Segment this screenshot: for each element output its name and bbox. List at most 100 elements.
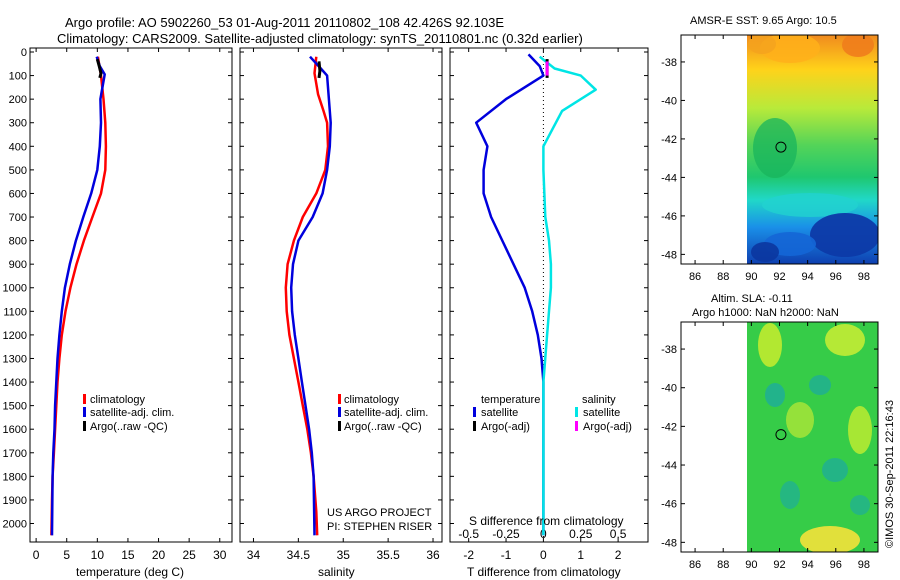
x-tick-label: -1 (501, 548, 512, 562)
series-line-temperature-satellite (474, 53, 545, 536)
legend-label-sal-satellite: satellite (583, 407, 620, 419)
title-line-2: Climatology: CARS2009. Satellite-adjuste… (57, 31, 583, 46)
series-line-climatology (50, 56, 108, 536)
credit-pi: PI: STEPHEN RISER (327, 521, 432, 533)
depth-tick-label: 100 (9, 71, 27, 83)
lon-tick-label: 94 (802, 271, 814, 283)
sla-yellow-patch (848, 406, 872, 454)
sst-green-patch (753, 118, 797, 178)
legend-label-temp-satellite: satellite (481, 407, 518, 419)
depth-tick-label: 1400 (3, 377, 27, 389)
lat-tick-label: -40 (661, 95, 677, 107)
legend-label-argo: Argo(..raw -QC) (344, 421, 422, 433)
legend-label-sal-argo: Argo(-adj) (583, 421, 632, 433)
lat-tick-label: -44 (661, 460, 677, 472)
legend-label-climatology: climatology (90, 394, 146, 406)
sla-yellow-patch (786, 402, 814, 438)
depth-tick-label: 1700 (3, 448, 27, 460)
x-tick-label: 5 (63, 548, 70, 562)
lon-tick-label: 88 (717, 271, 729, 283)
salinity-x-label: salinity (318, 565, 355, 579)
sla-map-title-1: Altim. SLA: -0.11 (711, 293, 793, 305)
depth-tick-label: 800 (9, 236, 27, 248)
lon-tick-label: 98 (858, 271, 870, 283)
legend-label-satellite: satellite-adj. clim. (344, 407, 428, 419)
sla-yellow-patch (758, 323, 782, 367)
lat-tick-label: -42 (661, 421, 677, 433)
temperature-chart: 0 5 10 15 20 25 30 (30, 48, 232, 562)
lon-tick-label: 90 (745, 559, 757, 571)
difference-x-label: T difference from climatology (467, 565, 621, 579)
series-line-argo-raw-qc- (317, 61, 322, 79)
legend-label-temp-argo: Argo(-adj) (481, 421, 530, 433)
x-tick-label: 0 (540, 548, 547, 562)
depth-axis: 0 100 200 300 400 500 600 700 800 900 1000 1100 1200… (3, 47, 27, 530)
depth-tick-label: 1100 (3, 306, 27, 318)
depth-tick-label: 1000 (3, 283, 27, 295)
title-line-1: Argo profile: AO 5902260_53 01-Aug-2011 … (65, 15, 504, 30)
lon-tick-label: 96 (830, 271, 842, 283)
sla-map-ticks: -38 -40 -42 -44 -46 -48 86 88 90 92 94 96 98 (661, 322, 878, 571)
depth-tick-label: 700 (9, 212, 27, 224)
sst-warm-patch (748, 35, 776, 54)
x-tick-label: 36 (426, 548, 440, 562)
depth-tick-label: 1200 (3, 330, 27, 342)
legend-swatch-climatology (83, 394, 86, 404)
legend-header-salinity: salinity (582, 394, 616, 406)
x-tick-label: 34.5 (287, 548, 311, 562)
x-tick-label: 30 (213, 548, 227, 562)
lat-tick-label: -48 (661, 537, 677, 549)
depth-tick-label: 400 (9, 141, 27, 153)
lat-tick-label: -38 (661, 57, 677, 69)
lon-tick-label: 86 (689, 559, 701, 571)
depth-tick-label: 1900 (3, 495, 27, 507)
top-tick-label: 0.5 (610, 527, 627, 541)
difference-chart: -2 -1 0 1 2-0.5 -0.25 0 0.25 0.5 (450, 48, 648, 562)
x-tick-label: 35 (337, 548, 351, 562)
salinity-panel-frame (239, 47, 443, 543)
series-line-satellite-adj-clim- (289, 55, 332, 536)
x-tick-label: 2 (615, 548, 622, 562)
sla-blue-patch (809, 375, 831, 395)
lat-tick-label: -46 (661, 499, 677, 511)
legend-swatch-sal-argo (575, 421, 578, 431)
salinity-legend: climatology satellite-adj. clim. Argo(..… (338, 394, 428, 433)
legend-swatch-climatology (338, 394, 341, 404)
x-tick-label: 25 (182, 548, 196, 562)
lon-tick-label: 92 (773, 559, 785, 571)
lat-tick-label: -46 (661, 211, 677, 223)
sla-map: -38 -40 -42 -44 -46 -48 86 88 90 92 94 96 98 (661, 321, 879, 571)
temperature-x-label: temperature (deg C) (76, 565, 184, 579)
sst-warm-patch (842, 35, 874, 57)
sla-blue-patch (850, 495, 870, 515)
legend-swatch-temp-satellite (473, 407, 476, 417)
argo-position-marker (775, 429, 787, 441)
sla-yellow-patch (800, 526, 860, 552)
series-line-satellite-adj-clim- (50, 56, 106, 536)
lon-tick-label: 88 (717, 559, 729, 571)
depth-tick-label: 1500 (3, 401, 27, 413)
legend-swatch-argo (338, 421, 341, 431)
sla-blue-patch (780, 481, 800, 509)
difference-legend: temperature salinity satellite Argo(-adj… (473, 394, 632, 433)
credit-project: US ARGO PROJECT (327, 507, 432, 519)
sst-cold-patch (810, 213, 878, 257)
x-tick-label: 35.5 (376, 548, 400, 562)
lon-tick-label: 98 (858, 559, 870, 571)
lat-tick-label: -38 (661, 344, 677, 356)
depth-tick-label: 1300 (3, 353, 27, 365)
lat-tick-label: -48 (661, 249, 677, 261)
depth-tick-label: 500 (9, 165, 27, 177)
series-line-climatology (284, 56, 330, 536)
difference-top-label: S difference from climatology (469, 514, 624, 528)
legend-swatch-satellite (83, 407, 86, 417)
lat-tick-label: -42 (661, 134, 677, 146)
legend-label-climatology: climatology (344, 394, 400, 406)
top-tick-label: -0.5 (458, 527, 479, 541)
sla-blue-patch (765, 383, 785, 407)
top-tick-label: 0.25 (569, 527, 593, 541)
series-line-argo-raw-qc- (95, 58, 103, 79)
x-tick-label: 0 (33, 548, 40, 562)
lat-tick-label: -44 (661, 172, 677, 184)
